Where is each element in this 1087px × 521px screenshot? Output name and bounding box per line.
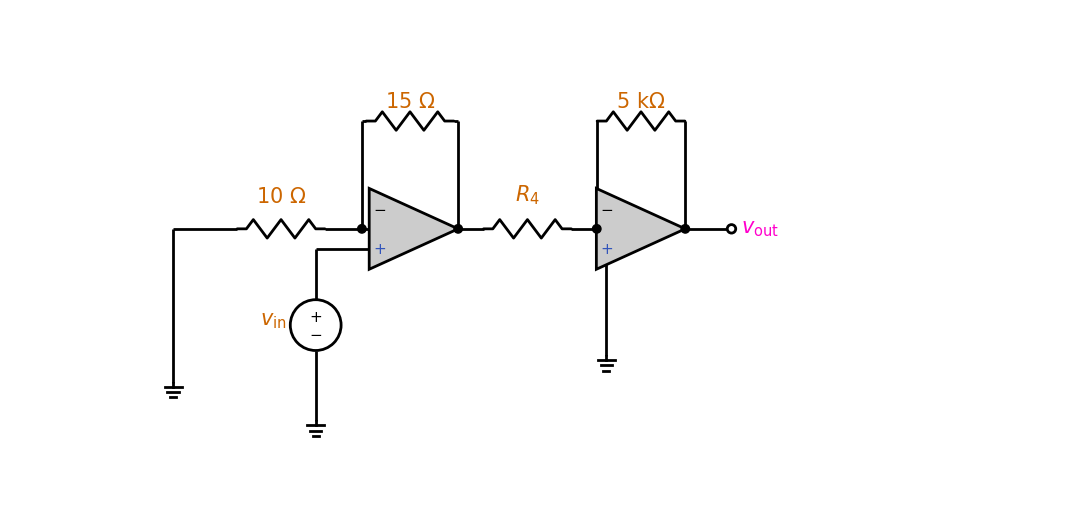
Text: $v_{\rm out}$: $v_{\rm out}$ bbox=[740, 219, 778, 239]
Text: $5\ \mathrm{k}\Omega$: $5\ \mathrm{k}\Omega$ bbox=[616, 92, 665, 112]
Text: $R_4$: $R_4$ bbox=[515, 184, 540, 207]
Text: $+$: $+$ bbox=[309, 310, 322, 325]
Circle shape bbox=[592, 225, 601, 233]
Text: $10\ \Omega$: $10\ \Omega$ bbox=[255, 187, 307, 207]
Circle shape bbox=[358, 225, 366, 233]
Text: $+$: $+$ bbox=[373, 242, 386, 256]
Text: $v_{\rm in}$: $v_{\rm in}$ bbox=[260, 311, 287, 331]
Text: $15\ \Omega$: $15\ \Omega$ bbox=[385, 92, 435, 112]
Polygon shape bbox=[370, 189, 458, 269]
Circle shape bbox=[682, 225, 689, 233]
Text: $+$: $+$ bbox=[600, 242, 613, 256]
Text: $-$: $-$ bbox=[309, 326, 322, 341]
Polygon shape bbox=[597, 189, 685, 269]
Text: $-$: $-$ bbox=[373, 201, 386, 216]
Text: $-$: $-$ bbox=[600, 201, 613, 216]
Circle shape bbox=[454, 225, 462, 233]
